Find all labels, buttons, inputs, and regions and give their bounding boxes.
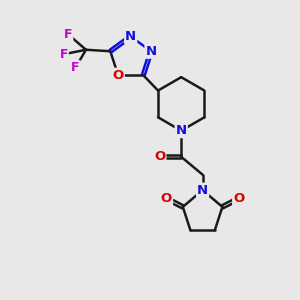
Text: O: O (154, 150, 165, 163)
Text: F: F (64, 28, 72, 41)
Text: O: O (112, 69, 124, 82)
Text: F: F (59, 48, 68, 61)
Text: N: N (176, 124, 187, 137)
Text: N: N (125, 30, 136, 43)
Text: N: N (197, 184, 208, 196)
Text: O: O (233, 192, 244, 205)
Text: N: N (146, 45, 157, 58)
Text: F: F (71, 61, 80, 74)
Text: O: O (161, 192, 172, 205)
